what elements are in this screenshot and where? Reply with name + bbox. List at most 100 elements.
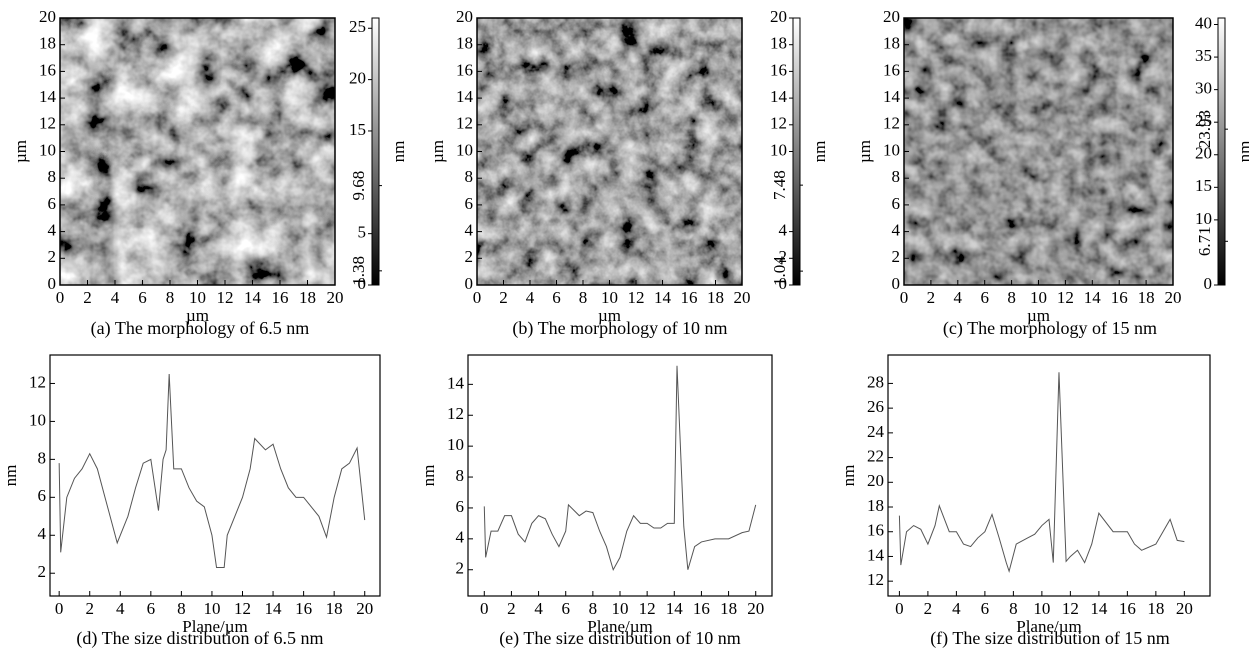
y-tick-label: 16 — [867, 521, 884, 540]
colorbar-tick-label: 10 — [1195, 209, 1212, 228]
y-tick-label: 8 — [48, 167, 57, 186]
x-tick-label: 20 — [356, 599, 373, 618]
y-tick-label: 20 — [456, 7, 473, 26]
y-tick-label: 20 — [883, 7, 900, 26]
x-tick-label: 6 — [980, 288, 989, 307]
x-tick-label: 12 — [1057, 288, 1074, 307]
x-tick-label: 18 — [1138, 288, 1155, 307]
x-tick-label: 18 — [707, 288, 724, 307]
y-tick-label: 6 — [465, 194, 474, 213]
y-tick-label: 6 — [38, 486, 47, 505]
x-tick-label: 2 — [924, 599, 933, 618]
colorbar-tick-label: 20 — [349, 69, 366, 88]
caption: (f) The size distribution of 15 nm — [930, 628, 1170, 649]
colorbar — [371, 17, 380, 286]
x-tick-label: 8 — [589, 599, 598, 618]
y-tick-label: 4 — [48, 221, 57, 240]
colorbar-tick-label: 10 — [770, 140, 787, 159]
x-tick-label: 4 — [952, 599, 961, 618]
x-tick-label: 4 — [954, 288, 963, 307]
x-axis-label: Plane/µm — [587, 617, 653, 636]
x-tick-label: 2 — [499, 288, 508, 307]
colorbar-tick-label: 16 — [770, 60, 787, 79]
x-tick-label: 8 — [579, 288, 588, 307]
x-tick-label: 14 — [1090, 599, 1108, 618]
x-tick-label: 18 — [299, 288, 316, 307]
x-tick-label: 0 — [473, 288, 482, 307]
x-tick-label: 4 — [116, 599, 125, 618]
y-tick-label: 4 — [465, 221, 474, 240]
y-tick-label: 14 — [456, 87, 474, 106]
x-tick-label: 14 — [666, 599, 684, 618]
colorbar-tick-label: 15 — [349, 120, 366, 139]
y-axis-label: µm — [428, 140, 447, 163]
colorbar-tick-label: 20 — [1195, 144, 1212, 163]
x-tick-label: 18 — [326, 599, 343, 618]
y-tick-label: 14 — [39, 87, 57, 106]
y-tick-label: 4 — [456, 528, 465, 547]
caption: (a) The morphology of 6.5 nm — [91, 318, 310, 339]
x-axis-label: µm — [598, 306, 621, 325]
x-tick-label: 10 — [1030, 288, 1047, 307]
colorbar-tick-label: 5 — [358, 223, 367, 242]
colorbar-tick-label: 20 — [770, 7, 787, 26]
y-tick-label: 18 — [867, 496, 884, 515]
y-axis-label: nm — [419, 465, 438, 487]
x-tick-label: 14 — [1084, 288, 1102, 307]
x-tick-label: 12 — [234, 599, 251, 618]
caption: (e) The size distribution of 10 nm — [499, 628, 741, 649]
x-axis-label: µm — [1027, 306, 1050, 325]
x-tick-label: 10 — [189, 288, 206, 307]
y-tick-label: 14 — [867, 545, 885, 564]
y-tick-label: 8 — [892, 167, 901, 186]
x-tick-label: 14 — [244, 288, 262, 307]
y-tick-label: 12 — [39, 114, 56, 133]
y-tick-label: 10 — [447, 435, 464, 454]
y-tick-label: 22 — [867, 446, 884, 465]
x-tick-label: 4 — [111, 288, 120, 307]
y-tick-label: 14 — [447, 373, 465, 392]
colorbar-marker-label: 1.04 — [770, 256, 789, 286]
x-tick-label: 16 — [681, 288, 698, 307]
x-tick-label: 16 — [1111, 288, 1128, 307]
y-tick-label: 10 — [456, 140, 473, 159]
y-tick-label: 12 — [29, 372, 46, 391]
colorbar-marker-label: 7.48 — [770, 170, 789, 200]
colorbar — [792, 17, 801, 286]
y-tick-label: 2 — [456, 559, 465, 578]
x-tick-label: 12 — [1062, 599, 1079, 618]
x-tick-label: 6 — [561, 599, 570, 618]
y-tick-label: 6 — [892, 194, 901, 213]
y-tick-label: 8 — [38, 448, 47, 467]
y-tick-label: 16 — [456, 60, 473, 79]
colorbar-tick-label: 40 — [1195, 13, 1212, 32]
x-tick-label: 6 — [981, 599, 990, 618]
colorbar-tick-label: 35 — [1195, 46, 1212, 65]
caption: (b) The morphology of 10 nm — [512, 318, 727, 339]
colorbar-tick-label: 15 — [1195, 176, 1212, 195]
x-tick-label: 2 — [507, 599, 516, 618]
y-axis-label: nm — [1, 465, 20, 487]
y-tick-label: 14 — [883, 87, 901, 106]
x-tick-label: 12 — [217, 288, 234, 307]
x-tick-label: 2 — [927, 288, 936, 307]
x-tick-label: 2 — [85, 599, 94, 618]
x-tick-label: 0 — [56, 288, 65, 307]
colorbar-label: nm — [389, 141, 408, 163]
x-tick-label: 8 — [1009, 599, 1018, 618]
y-tick-label: 10 — [29, 410, 46, 429]
colorbar-tick-label: 0 — [1204, 274, 1213, 293]
x-tick-label: 6 — [147, 599, 156, 618]
y-tick-label: 2 — [892, 247, 901, 266]
y-tick-label: 10 — [883, 140, 900, 159]
x-tick-label: 0 — [895, 599, 904, 618]
y-tick-label: 2 — [48, 247, 57, 266]
colorbar-tick-label: 30 — [1195, 79, 1212, 98]
x-tick-label: 12 — [628, 288, 645, 307]
colorbar-marker-label: 9.68 — [349, 171, 368, 201]
y-tick-label: 12 — [883, 114, 900, 133]
y-tick-label: 6 — [456, 497, 465, 516]
y-axis-label: nm — [839, 465, 858, 487]
